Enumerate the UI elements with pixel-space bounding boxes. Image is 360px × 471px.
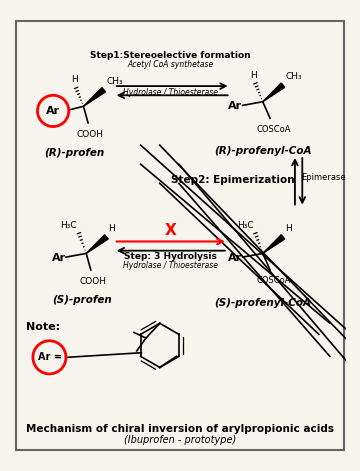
Text: Hydrolase / Thioesterase: Hydrolase / Thioesterase [123, 88, 218, 97]
Text: Step: 3 Hydrolysis: Step: 3 Hydrolysis [124, 252, 217, 260]
Polygon shape [263, 235, 285, 253]
Polygon shape [263, 83, 285, 102]
Text: COSCoA: COSCoA [257, 276, 291, 285]
Text: Ar: Ar [228, 101, 242, 111]
Text: H: H [71, 75, 78, 84]
Text: Ar: Ar [51, 253, 66, 263]
Text: H₃C: H₃C [237, 220, 253, 229]
Text: H: H [285, 224, 292, 233]
Polygon shape [84, 88, 105, 106]
Text: Mechanism of chiral inversion of arylpropionic acids: Mechanism of chiral inversion of arylpro… [26, 423, 334, 433]
Text: (S)-profenyl-CoA: (S)-profenyl-CoA [214, 298, 311, 308]
Text: (R)-profen: (R)-profen [44, 148, 104, 158]
Text: Hydrolase / Thioesterase: Hydrolase / Thioesterase [123, 261, 218, 270]
Text: Note:: Note: [26, 322, 60, 333]
Text: Ar: Ar [46, 106, 60, 116]
Text: Ar =: Ar = [37, 352, 61, 362]
Text: (R)-profenyl-CoA: (R)-profenyl-CoA [214, 146, 311, 156]
Text: H: H [108, 224, 115, 233]
Text: Acetyl CoA synthetase: Acetyl CoA synthetase [128, 60, 214, 69]
Text: COSCoA: COSCoA [257, 125, 291, 134]
Text: (Ibuprofen - prototype): (Ibuprofen - prototype) [124, 436, 236, 446]
Polygon shape [86, 235, 108, 253]
Text: COOH: COOH [76, 130, 103, 139]
Text: CH₃: CH₃ [286, 73, 302, 81]
Text: Ar: Ar [228, 253, 242, 263]
Text: Epimerase: Epimerase [301, 172, 346, 182]
Text: X: X [165, 223, 177, 238]
Text: H₃C: H₃C [60, 220, 77, 229]
Text: (S)-profen: (S)-profen [52, 295, 112, 305]
Text: Step1:Stereoelective formation: Step1:Stereoelective formation [90, 51, 251, 60]
Text: CH₃: CH₃ [107, 77, 123, 86]
Text: COOH: COOH [79, 277, 106, 286]
Text: Step2: Epimerization: Step2: Epimerization [171, 175, 294, 185]
Text: H: H [250, 71, 257, 80]
